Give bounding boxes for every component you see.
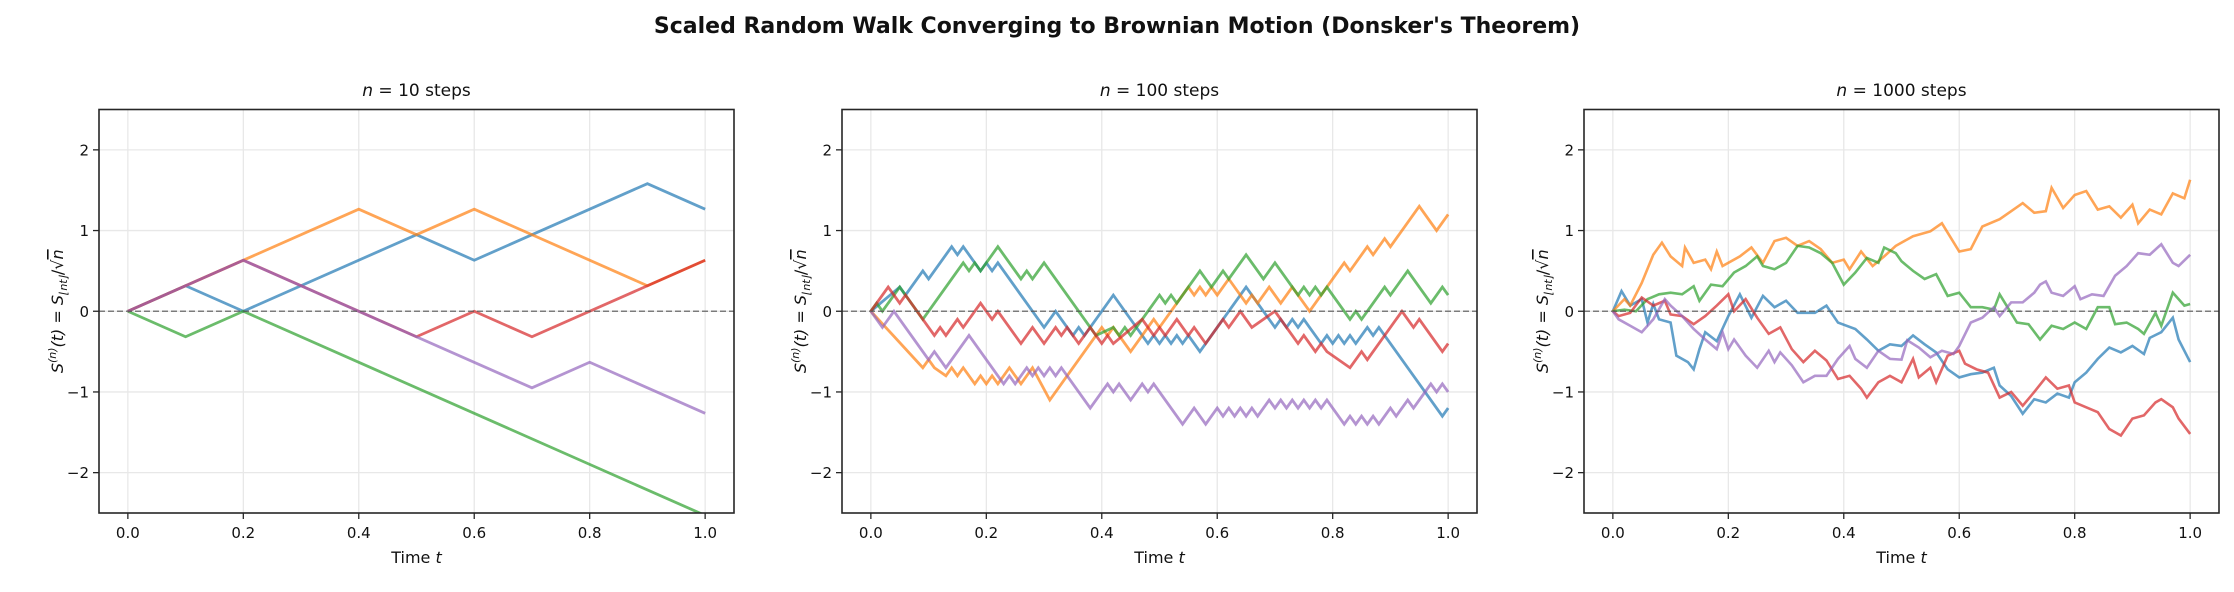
y-label-s: S	[1533, 363, 1552, 373]
x-tick-label: 0.0	[859, 524, 883, 542]
x-tick-label: 0.2	[1716, 524, 1740, 542]
y-label-superscript: (n)	[46, 347, 59, 363]
y-label-s: S	[48, 363, 67, 373]
series-group	[1611, 179, 2192, 438]
y-axis-label: S(n)(t) = S⌊nt⌋/√n	[789, 249, 813, 373]
y-label-subscript: ⌊nt⌋	[1542, 274, 1555, 295]
series-line-1	[127, 182, 706, 313]
x-tick-label: 0.4	[1090, 524, 1114, 542]
x-tick-label: 0.8	[578, 524, 602, 542]
y-tick-label: −1	[810, 383, 832, 401]
x-axis-label: Time t	[1875, 548, 1927, 567]
x-tick-label: 0.0	[1601, 524, 1625, 542]
x-tick-label: 1.0	[693, 524, 717, 542]
y-tick-label: 0	[1564, 303, 1574, 321]
x-label-variable: t	[1920, 548, 1927, 567]
subplot-1: 0.0 0.2 0.4 0.6 0.8 1.0 −2 −1 0 1 2 n = 10 steps Tim…	[46, 81, 735, 567]
y-label-n: n	[1533, 249, 1552, 259]
y-tick-label: 0	[79, 303, 89, 321]
series-line-2	[869, 203, 1450, 403]
x-axis-label: Time t	[1133, 548, 1185, 567]
series-line-3	[869, 244, 1450, 338]
y-label-superscript: (n)	[1531, 347, 1544, 363]
y-tick-label: 2	[822, 141, 832, 159]
x-tick-label: 0.2	[231, 524, 255, 542]
y-tick-label: −1	[1552, 383, 1574, 401]
y-label-sqrt: /√	[791, 259, 810, 275]
title-variable: n	[362, 81, 373, 101]
series-line-1	[1611, 288, 2192, 416]
y-label-middle: (t) = S	[48, 295, 67, 348]
series-line-3	[127, 309, 704, 513]
series-line-5	[869, 308, 1450, 427]
series-line-5	[1611, 242, 2192, 384]
y-tick-label: 1	[822, 222, 832, 240]
series-line-5	[127, 258, 706, 415]
title-variable: n	[1836, 81, 1847, 101]
y-label-superscript: (n)	[789, 347, 802, 363]
x-tick-label: 0.6	[1947, 524, 1971, 542]
y-label-subscript: ⌊nt⌋	[57, 274, 70, 295]
subplot-2: 0.0 0.2 0.4 0.6 0.8 1.0 −2 −1 0 1 2 n = 100 steps Ti…	[789, 81, 1478, 567]
y-label-sqrt: /√	[48, 259, 67, 275]
y-tick-label: 1	[79, 222, 89, 240]
series-line-2	[1611, 179, 2192, 313]
y-label-middle: (t) = S	[791, 295, 810, 348]
y-tick-label: 2	[79, 141, 89, 159]
x-tick-label: 0.8	[1321, 524, 1345, 542]
x-tick-label: 0.2	[974, 524, 998, 542]
series-line-3	[1612, 244, 2191, 342]
x-tick-label: 1.0	[1436, 524, 1460, 542]
series-line-4	[869, 284, 1450, 370]
x-label-text: Time	[390, 548, 435, 567]
title-variable: n	[1100, 81, 1111, 101]
series-line-2	[127, 207, 706, 313]
y-tick-label: 2	[1564, 141, 1574, 159]
y-label-subscript: ⌊nt⌋	[800, 274, 813, 295]
x-tick-label: 0.0	[116, 524, 140, 542]
x-label-variable: t	[435, 548, 442, 567]
y-axis-label: S(n)(t) = S⌊nt⌋/√n	[46, 249, 70, 373]
figure-title: Scaled Random Walk Converging to Brownia…	[654, 14, 1580, 39]
y-tick-label: −2	[810, 464, 832, 482]
y-tick-label: −1	[67, 383, 89, 401]
subplot-title: n = 10 steps	[362, 81, 471, 101]
title-text: = 100 steps	[1111, 81, 1220, 101]
x-label-text: Time	[1133, 548, 1178, 567]
y-tick-label: −2	[67, 464, 89, 482]
x-label-text: Time	[1875, 548, 1920, 567]
y-axis-label: S(n)(t) = S⌊nt⌋/√n	[1531, 249, 1555, 373]
y-label-sqrt: /√	[1533, 259, 1552, 275]
x-tick-label: 1.0	[2178, 524, 2202, 542]
x-tick-label: 0.4	[1832, 524, 1856, 542]
subplot-title: n = 1000 steps	[1836, 81, 1966, 101]
x-tick-label: 0.4	[347, 524, 371, 542]
series-group	[127, 182, 706, 513]
title-text: = 10 steps	[373, 81, 471, 101]
y-label-n: n	[48, 249, 67, 259]
y-label-middle: (t) = S	[1533, 295, 1552, 348]
y-tick-label: −2	[1552, 464, 1574, 482]
subplot-3: 0.0 0.2 0.4 0.6 0.8 1.0 −2 −1 0 1 2 n = 1000 steps T…	[1531, 81, 2220, 567]
y-label-s: S	[791, 363, 810, 373]
y-label-n: n	[791, 249, 810, 259]
title-text: = 1000 steps	[1847, 81, 1966, 101]
subplot-title: n = 100 steps	[1100, 81, 1219, 101]
y-tick-label: 1	[1564, 222, 1574, 240]
x-tick-label: 0.6	[462, 524, 486, 542]
x-axis-label: Time t	[390, 548, 442, 567]
series-line-4	[1612, 291, 2192, 438]
x-tick-label: 0.6	[1205, 524, 1229, 542]
y-tick-label: 0	[822, 303, 832, 321]
x-label-variable: t	[1178, 548, 1185, 567]
x-tick-label: 0.8	[2063, 524, 2087, 542]
series-group	[869, 203, 1450, 427]
